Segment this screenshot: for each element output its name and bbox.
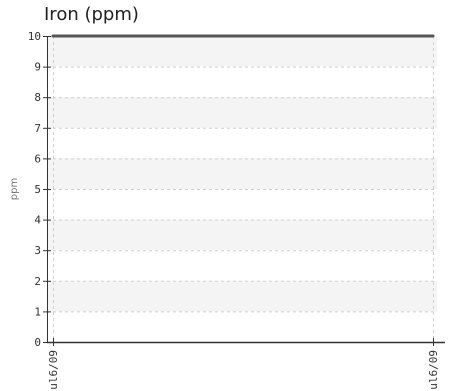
chart-title: Iron (ppm): [44, 4, 139, 25]
plot-band: [47, 219, 437, 251]
y-tick-label: 10: [28, 30, 41, 43]
y-tick-label: 1: [34, 305, 41, 318]
data-point: [431, 34, 435, 38]
y-tick-label: 4: [34, 214, 41, 227]
y-tick-label: 5: [34, 183, 41, 196]
y-ticks: 0 1 2 3 4 5 6 7 8 9 10: [28, 30, 51, 349]
y-axis-title: ppm: [9, 178, 20, 200]
plot-band: [47, 97, 437, 128]
plot-band: [47, 280, 437, 312]
y-tick-label: 9: [34, 61, 41, 74]
y-tick-label: 8: [34, 91, 41, 104]
plot-bands: [47, 36, 437, 312]
y-tick-label: 7: [34, 122, 41, 135]
y-tick-label: 2: [34, 275, 41, 288]
x-ticks: Jul6/09 Jul6/09: [47, 338, 440, 391]
x-tick-label: Jul6/09: [427, 350, 440, 391]
plot-band: [47, 36, 437, 67]
y-tick-label: 0: [34, 336, 41, 349]
y-tick-label: 3: [34, 244, 41, 257]
plot-band: [47, 158, 437, 189]
data-point: [51, 34, 55, 38]
grid-lines: [47, 36, 437, 342]
x-tick-label: Jul6/09: [47, 350, 60, 391]
series-layer: [51, 34, 435, 38]
y-tick-label: 6: [34, 152, 41, 165]
